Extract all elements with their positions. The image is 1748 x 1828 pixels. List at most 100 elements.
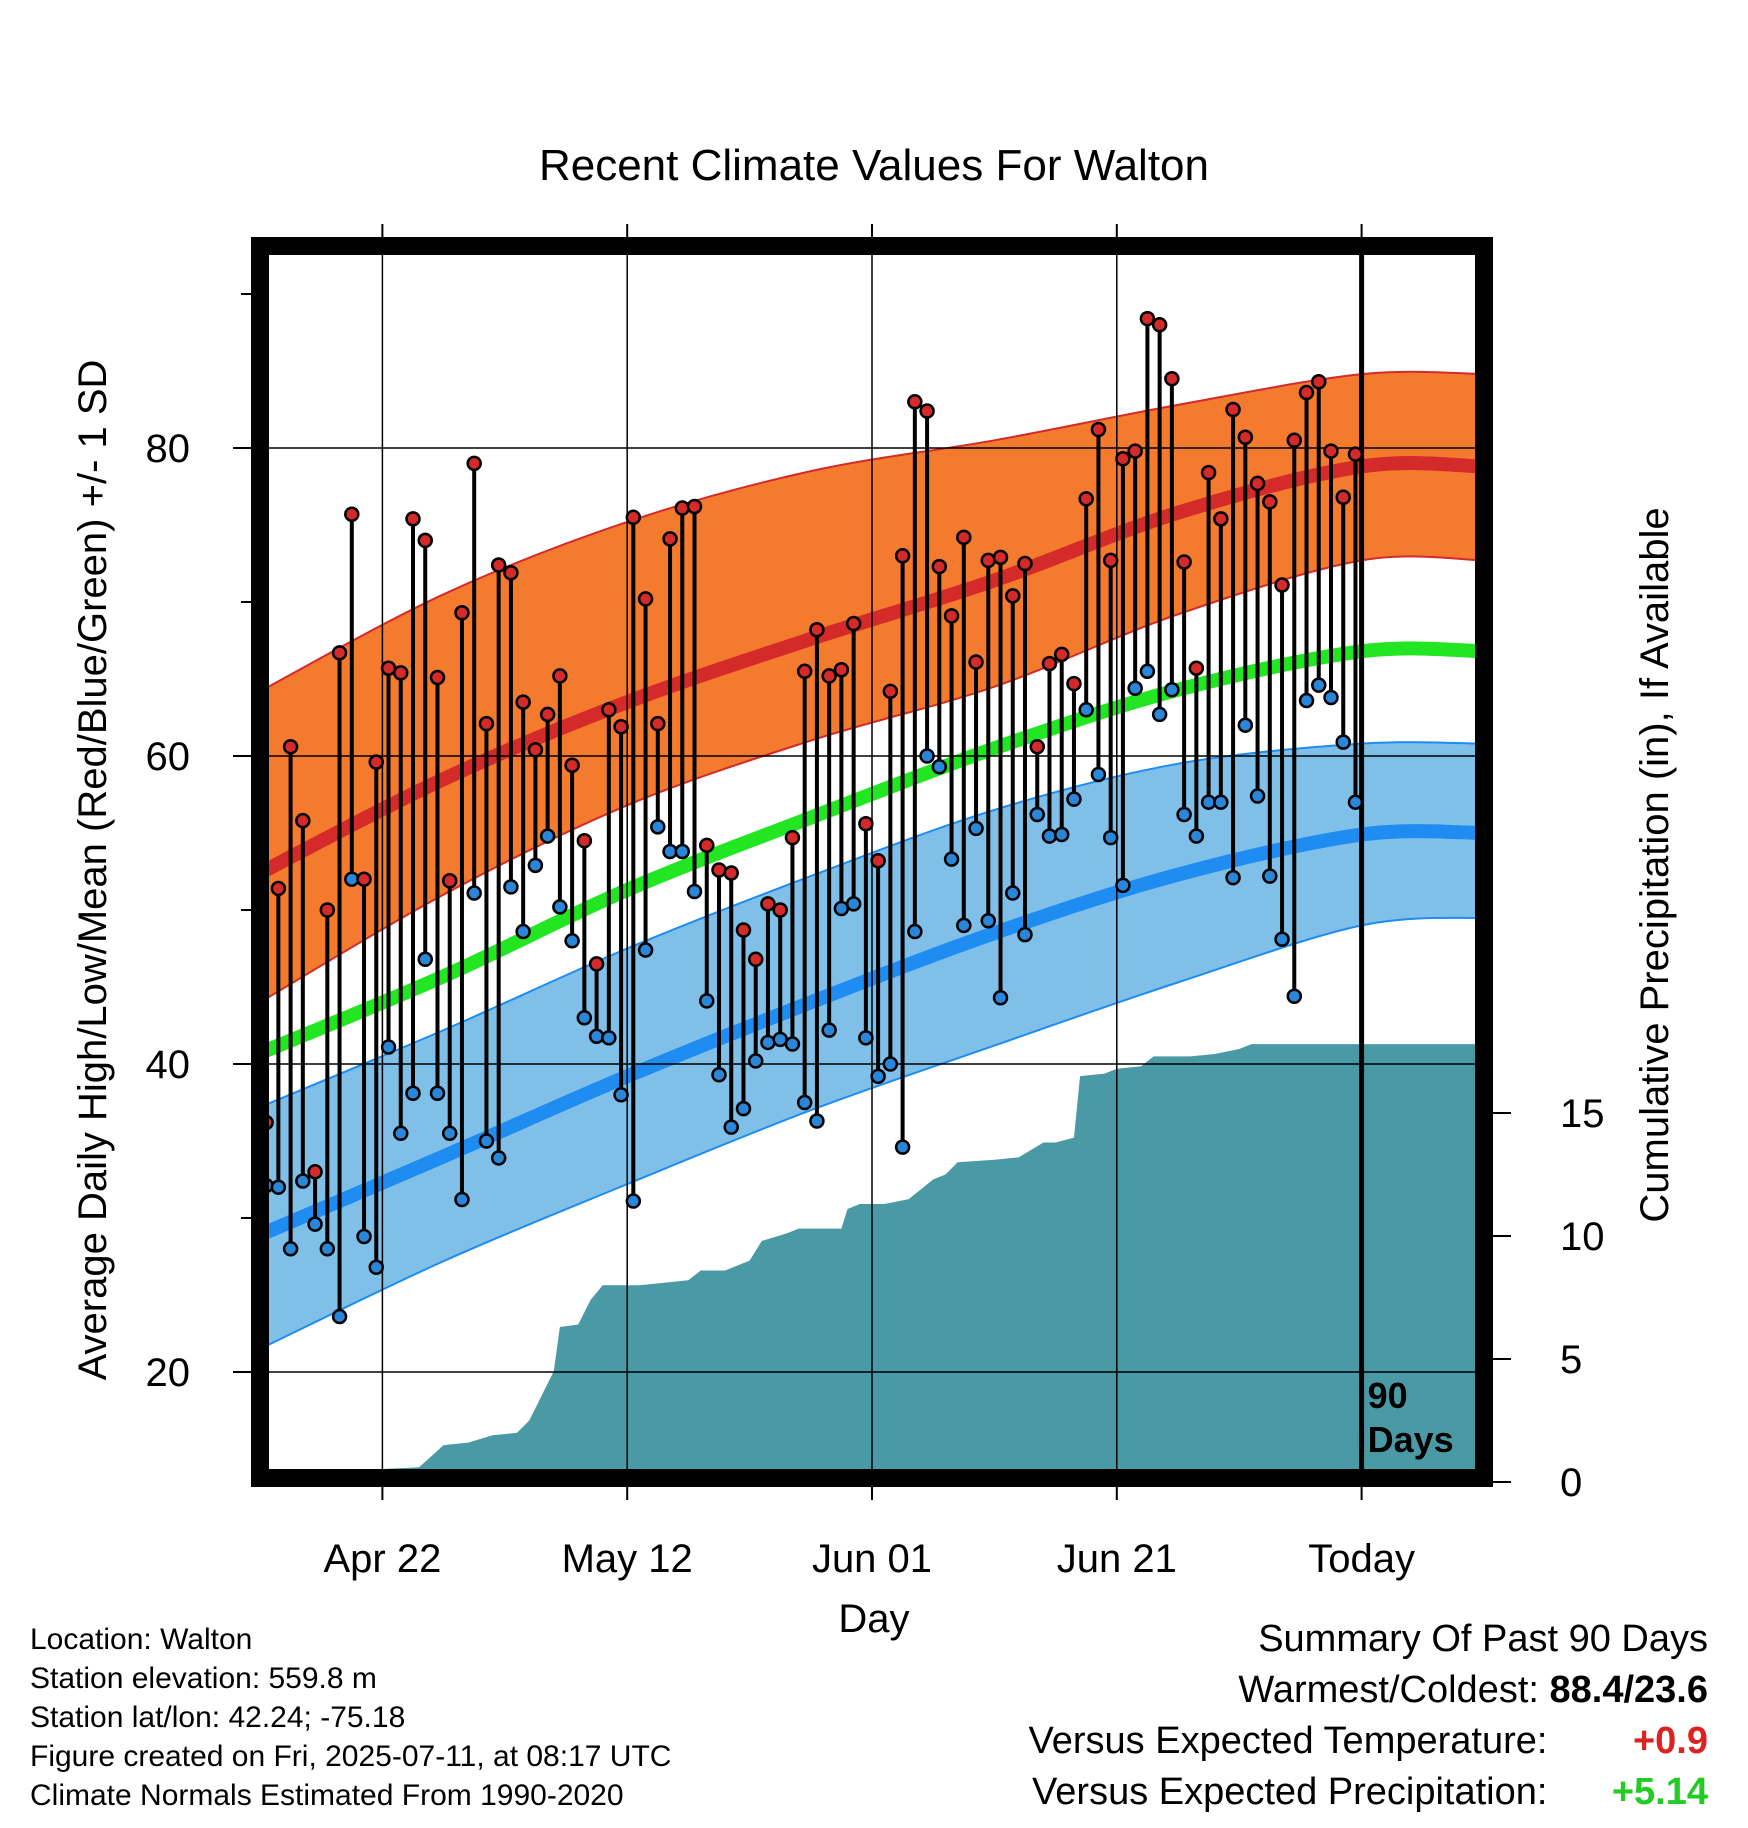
daily-high-point xyxy=(319,902,336,918)
daily-low-point xyxy=(796,1094,813,1111)
x-axis-label: Day xyxy=(838,1597,909,1641)
daily-low-point xyxy=(845,896,862,912)
plot-frame xyxy=(251,237,1493,1487)
daily-low-point xyxy=(1347,794,1364,810)
daily-high-point xyxy=(1323,443,1339,459)
daily-low-point xyxy=(503,879,519,895)
daily-high-point xyxy=(992,549,1009,566)
y2-axis-label: Cumulative Precipitation (in), If Availa… xyxy=(1633,507,1677,1222)
daily-low-point xyxy=(1188,828,1205,844)
daily-low-point xyxy=(650,819,666,835)
daily-low-point xyxy=(1017,926,1033,943)
daily-high-point xyxy=(1053,646,1070,663)
daily-low-point xyxy=(1041,828,1058,844)
y-tick-label: 20 xyxy=(146,1351,191,1395)
summary-title: Summary Of Past 90 Days xyxy=(1258,1618,1708,1660)
daily-high-point xyxy=(552,668,568,684)
daily-low-point xyxy=(1311,677,1327,693)
daily-high-point xyxy=(980,552,997,569)
daily-low-point xyxy=(1102,829,1119,846)
daily-low-point xyxy=(894,1139,911,1155)
daily-high-point xyxy=(1213,511,1229,527)
daily-low-point xyxy=(723,1119,739,1135)
daily-low-point xyxy=(1249,788,1266,804)
daily-high-point xyxy=(405,511,421,527)
daily-low-point xyxy=(1066,791,1082,807)
daily-high-point xyxy=(833,662,850,678)
daily-low-point xyxy=(576,1010,593,1026)
daily-high-point xyxy=(1311,374,1327,390)
x-tick-label: Jun 01 xyxy=(812,1537,932,1581)
precip-value: +5.14 xyxy=(1611,1771,1708,1813)
daily-low-point xyxy=(735,1100,752,1117)
daily-high-point xyxy=(1041,655,1058,672)
warm-cold-label: Warmest/Coldest: xyxy=(1238,1669,1539,1711)
daily-high-point xyxy=(564,757,580,773)
daily-high-point xyxy=(686,498,703,515)
daily-low-point xyxy=(417,951,433,968)
daily-high-point xyxy=(344,506,360,522)
y2-tick-label: 5 xyxy=(1560,1338,1582,1382)
daily-high-point xyxy=(576,832,593,849)
daily-low-point xyxy=(466,885,482,901)
daily-low-point xyxy=(527,857,544,874)
daily-high-point xyxy=(662,531,678,547)
daily-low-point xyxy=(613,1087,629,1103)
daily-high-point xyxy=(429,669,446,686)
daily-low-point xyxy=(601,1030,617,1046)
daily-low-point xyxy=(1164,682,1180,698)
daily-high-point xyxy=(735,922,752,938)
y2-tick-label: 10 xyxy=(1560,1215,1605,1259)
precip-label: Versus Expected Precipitation: xyxy=(1032,1771,1548,1813)
daily-high-point xyxy=(1139,310,1156,327)
summary-panel: Summary Of Past 90 Days Warmest/Coldest:… xyxy=(1029,1614,1708,1818)
daily-high-point xyxy=(441,872,458,889)
daily-low-point xyxy=(1139,663,1156,680)
daily-high-point xyxy=(613,718,629,735)
daily-low-point xyxy=(1262,868,1278,884)
daily-low-point xyxy=(747,1053,764,1069)
daily-high-point xyxy=(539,706,556,723)
daily-low-point xyxy=(380,1039,397,1055)
y-tick-label: 40 xyxy=(146,1043,191,1087)
daily-low-point xyxy=(699,993,715,1009)
daily-low-point xyxy=(1213,794,1229,810)
daily-low-point xyxy=(307,1216,323,1232)
x-tick-label: May 12 xyxy=(562,1537,693,1581)
daily-high-point xyxy=(478,715,495,732)
daily-high-point xyxy=(1347,446,1364,462)
daily-high-point xyxy=(870,852,886,869)
daily-high-point xyxy=(650,715,666,732)
daily-low-point xyxy=(1298,692,1315,709)
daily-high-point xyxy=(919,403,935,419)
daily-low-point xyxy=(711,1067,727,1083)
daily-low-point xyxy=(1090,766,1107,783)
x-tick-label: Apr 22 xyxy=(323,1537,441,1581)
daily-high-point xyxy=(784,829,801,846)
daily-high-point xyxy=(796,663,813,680)
daily-high-point xyxy=(1298,384,1315,401)
daily-low-point xyxy=(319,1241,336,1257)
today-days-label: 90 xyxy=(1368,1375,1408,1416)
daily-high-point xyxy=(1335,489,1351,506)
axes: Apr 22 May 12 Jun 01 Jun 21 Today 20 40 60 80 0 5 1… xyxy=(146,224,1605,1581)
daily-high-point xyxy=(307,1164,323,1180)
daily-low-point xyxy=(356,1228,372,1245)
daily-high-point xyxy=(1151,317,1168,333)
latlon-text: Station lat/lon: 42.24; -75.18 xyxy=(30,1701,406,1734)
daily-low-point xyxy=(870,1068,886,1085)
daily-low-point xyxy=(674,843,691,860)
daily-low-point xyxy=(441,1125,458,1142)
daily-low-point xyxy=(968,820,984,837)
daily-high-point xyxy=(1066,675,1082,692)
daily-low-point xyxy=(1323,689,1339,706)
daily-high-point xyxy=(845,615,862,632)
daily-low-point xyxy=(1005,885,1021,901)
daily-low-point xyxy=(1151,706,1168,723)
y2-tick-label: 15 xyxy=(1560,1092,1605,1136)
daily-high-point xyxy=(1078,491,1094,507)
daily-high-point xyxy=(1017,555,1033,572)
summary-temp: Versus Expected Temperature: +0.9 xyxy=(1029,1716,1708,1767)
daily-high-point xyxy=(1225,401,1241,418)
